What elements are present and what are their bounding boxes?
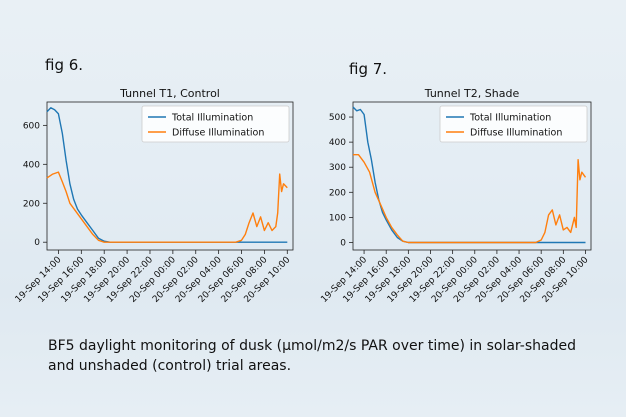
series-line-total-illumination [46, 107, 288, 243]
y-tick-label: 500 [329, 113, 346, 123]
caption: BF5 daylight monitoring of dusk (µmol/m2… [48, 336, 608, 376]
y-tick-label: 0 [34, 238, 40, 248]
y-tick-label: 600 [23, 121, 40, 131]
y-tick-label: 400 [329, 138, 346, 148]
y-tick-label: 400 [23, 160, 40, 170]
legend-label: Total Illumination [171, 113, 253, 124]
chart-title: Tunnel T2, Shade [424, 87, 520, 100]
figure-label-7: fig 7. [349, 60, 388, 78]
chart-title: Tunnel T1, Control [119, 87, 220, 100]
plot-frame [46, 101, 294, 251]
series-line-diffuse-illumination [353, 153, 587, 244]
y-tick-label: 200 [23, 199, 40, 209]
legend-box [439, 105, 588, 143]
y-tick-label: 0 [340, 238, 346, 248]
plot-frame [352, 101, 592, 251]
legend-box [141, 105, 290, 143]
caption-line-1: BF5 daylight monitoring of dusk (µmol/m2… [48, 338, 576, 354]
legend-label: Total Illumination [469, 113, 551, 124]
caption-line-2: and unshaded (control) trial areas. [48, 358, 292, 374]
y-tick-label: 200 [329, 188, 346, 198]
y-tick-label: 100 [329, 213, 346, 223]
y-tick-label: 300 [329, 163, 346, 173]
figure-label-6: fig 6. [45, 56, 84, 74]
legend-label: Diffuse Illumination [172, 128, 264, 139]
series-line-diffuse-illumination [46, 171, 288, 243]
legend-label: Diffuse Illumination [470, 128, 562, 139]
